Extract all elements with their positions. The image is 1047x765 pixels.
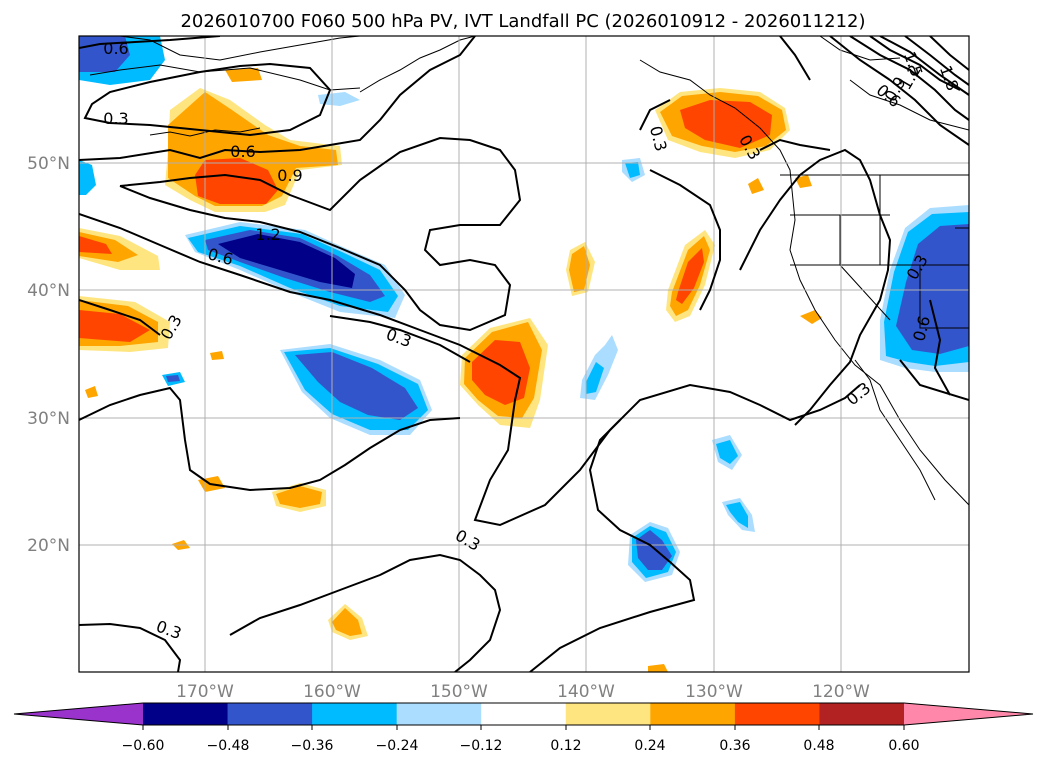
neg-anomaly-135w-20n [628, 522, 680, 582]
lat-label: 20°N [27, 536, 70, 556]
pos-anomaly-small [85, 386, 98, 398]
contour-label: 0.6 [103, 39, 128, 58]
lon-label: 130°W [685, 682, 743, 702]
neg-anomaly-139w-20n [712, 435, 755, 532]
contour-label: 0.6 [230, 142, 255, 161]
colorbar-bin [227, 703, 313, 725]
colorbar-bin [734, 703, 820, 725]
pos-anomaly-small [648, 664, 668, 672]
neg-anomaly-158w [280, 344, 432, 435]
pv-contours [79, 36, 969, 672]
colorbar-over-arrow [904, 703, 1033, 725]
colorbar-tick-label: −0.12 [460, 738, 503, 754]
colorbar-tick-label: 0.12 [550, 738, 581, 754]
lon-label: 140°W [557, 682, 615, 702]
pos-anomaly-158w-22n [272, 483, 326, 512]
lon-label: 120°W [812, 682, 870, 702]
map-title: 2026010700 F060 500 hPa PV, IVT Landfall… [180, 11, 865, 32]
gridlines [79, 36, 969, 672]
colorbar-bin [481, 703, 567, 725]
lon-label: 150°W [430, 682, 488, 702]
colorbar-tick-label: 0.36 [719, 738, 750, 754]
lon-label: 160°W [303, 682, 361, 702]
colorbar-under-arrow [14, 703, 143, 725]
map-area: 0.6 0.3 0.6 0.9 1.2 0.6 0.3 0.3 0.3 0.3 … [79, 36, 969, 672]
colorbar-tick-label: 0.48 [803, 738, 834, 754]
colorbar-tick-label: −0.24 [376, 738, 419, 754]
pos-anomaly-tiny [800, 310, 822, 324]
map-frame [78, 35, 970, 673]
colorbar: −0.60 −0.48 −0.36 −0.24 −0.12 0.12 0.24 … [13, 702, 1034, 754]
pos-anomaly-170w [165, 68, 342, 212]
pos-anomaly-tiny [748, 178, 764, 194]
pos-anomaly-146w [460, 318, 548, 428]
pos-anomaly-left-2 [79, 296, 170, 352]
pos-anomaly-tiny [795, 175, 812, 188]
colorbar-tick-label: 0.60 [888, 738, 919, 754]
lat-label: 40°N [27, 281, 70, 301]
colorbar-tick-label: −0.48 [207, 738, 250, 754]
pos-anomaly-gulf-alaska [655, 88, 790, 158]
longitude-labels: 170°W 160°W 150°W 140°W 130°W 120°W [176, 682, 870, 702]
neg-anomaly-small-138w [580, 335, 618, 400]
colorbar-bin [650, 703, 736, 725]
colorbar-bins [143, 703, 905, 725]
contour-label: 1.2 [255, 225, 280, 244]
colorbar-bin [143, 703, 229, 725]
colorbar-bin [396, 703, 482, 725]
colorbar-tick-label: −0.36 [291, 738, 334, 754]
colorbar-bin [565, 703, 651, 725]
pos-anomaly-left-1 [79, 228, 160, 270]
latitude-labels: 50°N 40°N 30°N 20°N [27, 154, 70, 556]
colorbar-bin [312, 703, 398, 725]
lon-label: 170°W [176, 682, 234, 702]
colorbar-tick-labels: −0.60 −0.48 −0.36 −0.24 −0.12 0.12 0.24 … [122, 738, 920, 754]
neg-anomaly-edge [79, 160, 96, 195]
contour-label: 0.9 [277, 166, 302, 185]
pos-anomaly-small-140w [566, 242, 595, 296]
shading-layer [79, 36, 969, 672]
lat-label: 50°N [27, 154, 70, 174]
colorbar-bin [819, 703, 905, 725]
colorbar-tick-label: −0.60 [122, 738, 165, 754]
colorbar-tick-label: 0.24 [634, 738, 665, 754]
contour-label: 0.3 [103, 109, 128, 128]
lat-label: 30°N [27, 409, 70, 429]
pos-anomaly-158w-15n [328, 604, 368, 640]
colorbar-ticks [142, 725, 905, 730]
